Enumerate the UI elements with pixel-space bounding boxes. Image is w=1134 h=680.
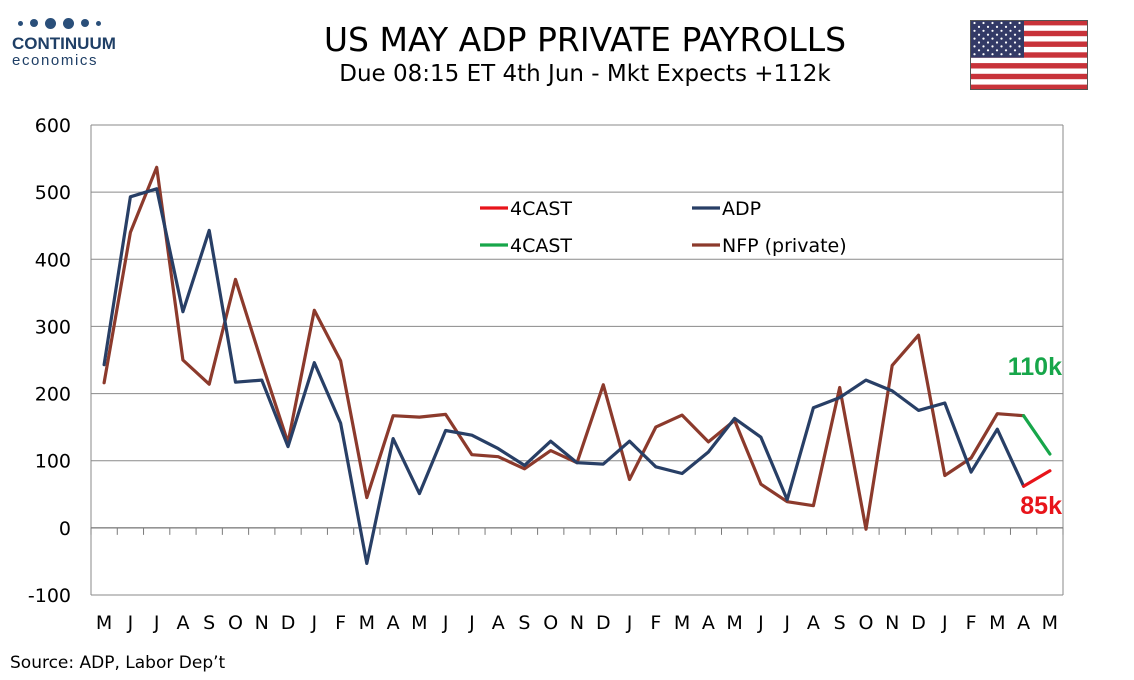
x-tick-label: M <box>96 612 112 634</box>
x-tick-label: S <box>203 612 215 634</box>
x-tick-label: N <box>255 612 269 634</box>
x-tick-label: M <box>674 612 690 634</box>
x-tick-label: S <box>518 612 530 634</box>
x-tick-label: A <box>492 612 505 634</box>
annotations: 110k 85k <box>1008 353 1062 520</box>
x-tick-label: O <box>228 612 243 634</box>
x-tick-label: D <box>911 612 926 634</box>
source-note: Source: ADP, Labor Dep’t <box>10 653 226 673</box>
adp-line <box>102 187 1026 565</box>
annotation-110k: 110k <box>1008 353 1062 381</box>
gridlines <box>91 124 1063 596</box>
legend: 4CAST ADP 4CAST NFP (private) <box>480 198 847 257</box>
x-tick-label: A <box>387 612 400 634</box>
x-tick-label: F <box>335 612 346 634</box>
x-tick-label: N <box>570 612 584 634</box>
x-tick-label: O <box>858 612 873 634</box>
y-tick-label: 100 <box>35 451 71 473</box>
x-tick-label: A <box>1017 612 1030 634</box>
x-tick-label: A <box>176 612 189 634</box>
y-tick-label: 0 <box>59 518 71 540</box>
x-tick-label: S <box>834 612 846 634</box>
x-tick-label: J <box>442 612 449 634</box>
y-tick-label: 400 <box>35 249 71 271</box>
x-tick-label: J <box>310 612 317 634</box>
x-tick-label: F <box>650 612 661 634</box>
continuum-logo: CONTINUUM economics <box>12 14 137 69</box>
x-tick-label: J <box>153 612 160 634</box>
x-tick-label: D <box>596 612 611 634</box>
legend-label: 4CAST <box>510 198 572 220</box>
logo-dots <box>12 14 137 32</box>
x-tick-label: A <box>807 612 820 634</box>
forecast-line-nfp <box>1022 414 1052 456</box>
x-tick-label: D <box>281 612 296 634</box>
y-tick-label: 300 <box>35 316 71 338</box>
annotation-85k: 85k <box>1020 492 1062 520</box>
us-flag-icon <box>970 20 1088 90</box>
nfp-private-line <box>102 165 1026 531</box>
y-tick-label: 600 <box>35 115 71 137</box>
logo-subtitle: economics <box>12 52 99 69</box>
x-tick-label: J <box>757 612 764 634</box>
chart-title: US MAY ADP PRIVATE PAYROLLS <box>323 20 847 59</box>
x-tick-label: O <box>543 612 558 634</box>
x-tick-label: F <box>966 612 977 634</box>
legend-label: ADP <box>722 198 761 220</box>
x-tick-label: J <box>783 612 790 634</box>
x-tick-label: N <box>885 612 899 634</box>
x-tick-label: A <box>702 612 715 634</box>
x-tick-label: J <box>626 612 633 634</box>
series-lines <box>102 165 1052 565</box>
x-tick-label: M <box>411 612 427 634</box>
legend-label: 4CAST <box>510 235 572 257</box>
chart-subtitle: Due 08:15 ET 4th Jun - Mkt Expects +112k <box>339 61 831 87</box>
x-tick-label: M <box>726 612 742 634</box>
x-tick-label: J <box>468 612 475 634</box>
legend-label: NFP (private) <box>722 235 847 257</box>
y-tick-label: 500 <box>35 182 71 204</box>
x-tick-label: M <box>989 612 1005 634</box>
x-tick-label: M <box>1042 612 1058 634</box>
logo-name: CONTINUUM <box>12 34 116 53</box>
x-tick-label: J <box>127 612 134 634</box>
x-tick-label: M <box>359 612 375 634</box>
y-tick-label: 200 <box>35 384 71 406</box>
x-tick-label: J <box>941 612 948 634</box>
y-tick-label: -100 <box>28 585 71 607</box>
forecast-line-adp <box>1022 469 1052 488</box>
